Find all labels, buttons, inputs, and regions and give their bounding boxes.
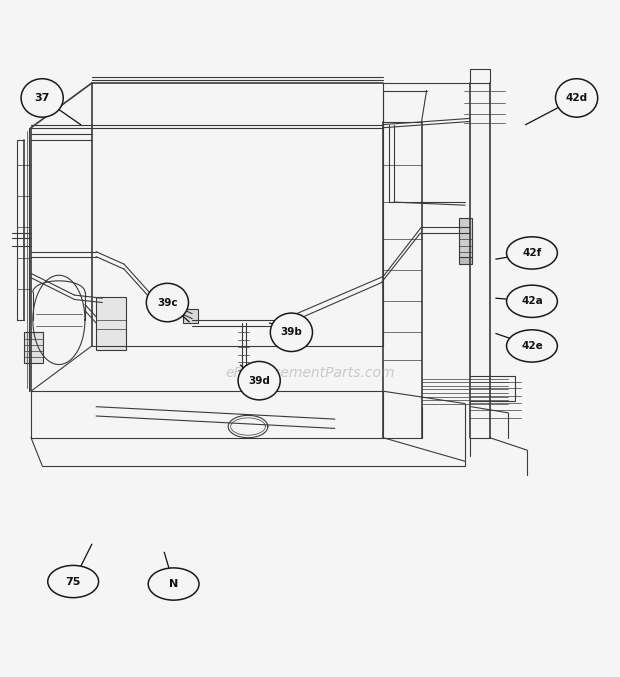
Bar xyxy=(459,257,472,264)
Text: N: N xyxy=(169,579,178,589)
Text: 39d: 39d xyxy=(248,376,270,386)
Text: 42e: 42e xyxy=(521,341,543,351)
Bar xyxy=(183,309,198,323)
Text: 37: 37 xyxy=(35,93,50,103)
Ellipse shape xyxy=(507,285,557,318)
Bar xyxy=(459,217,472,258)
Bar xyxy=(96,297,126,349)
Text: 39b: 39b xyxy=(280,327,303,337)
Ellipse shape xyxy=(270,313,312,351)
Text: 42f: 42f xyxy=(522,248,542,258)
Text: 42d: 42d xyxy=(565,93,588,103)
Text: 42a: 42a xyxy=(521,297,543,306)
Text: 39c: 39c xyxy=(157,297,178,307)
Ellipse shape xyxy=(146,283,188,322)
Ellipse shape xyxy=(148,568,199,600)
Ellipse shape xyxy=(556,79,598,117)
Text: eReplacementParts.com: eReplacementParts.com xyxy=(225,366,395,380)
Ellipse shape xyxy=(238,362,280,400)
Ellipse shape xyxy=(507,330,557,362)
Bar xyxy=(24,332,43,364)
Ellipse shape xyxy=(48,565,99,598)
Ellipse shape xyxy=(21,79,63,117)
Ellipse shape xyxy=(507,237,557,269)
Text: 75: 75 xyxy=(66,577,81,586)
